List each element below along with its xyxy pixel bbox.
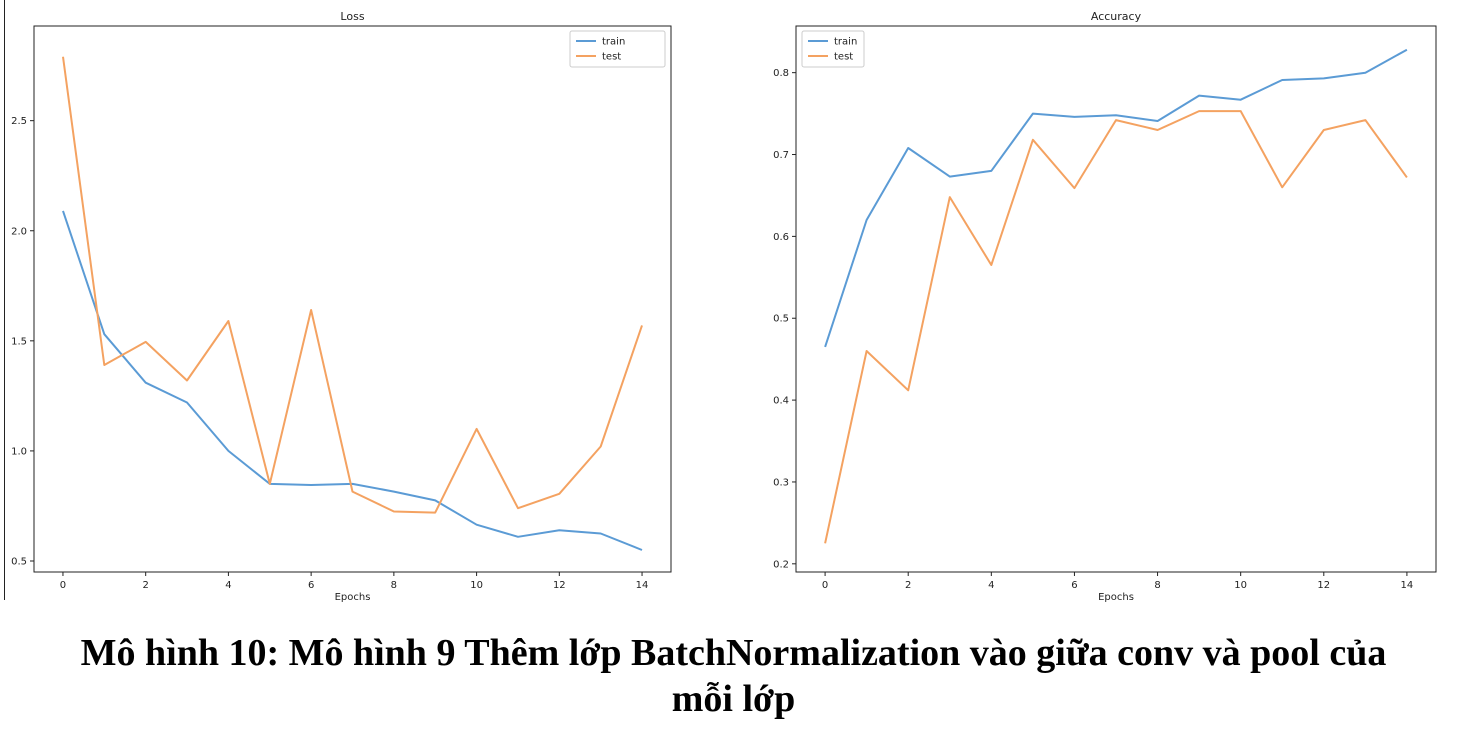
- x-axis-label: Epochs: [1098, 592, 1134, 603]
- series-line-train: [824, 48, 1408, 348]
- y-tick-label: 2.5: [11, 116, 27, 127]
- series-line-test: [62, 56, 643, 514]
- loss-chart: Loss 0 2 4 6 8 10 12 14 0.5 1.0 1.5 2.0 2.5 Epochs trai…: [11, 10, 672, 603]
- legend: train test: [801, 30, 865, 68]
- figure-caption: Mô hình 10: Mô hình 9 Thêm lớp BatchNorm…: [0, 630, 1467, 722]
- x-tick-label: 12: [1317, 580, 1330, 591]
- x-tick-label: 12: [553, 580, 566, 591]
- legend-label-train: train: [602, 37, 625, 48]
- x-tick-label: 6: [1071, 580, 1077, 591]
- caption-line-2: mỗi lớp: [671, 678, 796, 720]
- legend-label-test: test: [602, 52, 621, 63]
- series-line-test: [824, 110, 1408, 544]
- y-tick-label: 0.8: [773, 68, 789, 79]
- x-tick-label: 6: [308, 580, 314, 591]
- x-tick-label: 14: [636, 580, 649, 591]
- y-tick-label: 0.3: [773, 477, 789, 488]
- x-tick-label: 2: [142, 580, 148, 591]
- left-border-line: [4, 0, 5, 600]
- x-tick-label: 10: [470, 580, 483, 591]
- y-tick-label: 0.7: [773, 150, 789, 161]
- x-tick-label: 4: [225, 580, 231, 591]
- y-tick-label: 0.6: [773, 232, 789, 243]
- accuracy-chart: Accuracy 0 2 4 6 8 10 12 14 0.2 0.3 0.4 0.5 0.6 0.7 0.8…: [773, 10, 1437, 603]
- caption-line-1: Mô hình 10: Mô hình 9 Thêm lớp BatchNorm…: [80, 632, 1387, 674]
- x-tick-label: 4: [988, 580, 994, 591]
- plot-frame: [795, 25, 1437, 573]
- series-line-train: [62, 210, 643, 551]
- x-tick-label: 8: [391, 580, 397, 591]
- x-tick-label: 0: [822, 580, 828, 591]
- plot-frame: [33, 25, 672, 573]
- legend: train test: [569, 30, 666, 68]
- x-axis-label: Epochs: [335, 592, 371, 603]
- y-tick-label: 0.2: [773, 559, 789, 570]
- chart-title: Accuracy: [1091, 10, 1142, 23]
- y-tick-label: 1.5: [11, 336, 27, 347]
- y-tick-label: 1.0: [11, 446, 27, 457]
- y-tick-label: 2.0: [11, 226, 27, 237]
- x-tick-label: 2: [905, 580, 911, 591]
- x-tick-label: 10: [1234, 580, 1247, 591]
- legend-label-test: test: [834, 52, 853, 63]
- chart-title: Loss: [340, 10, 364, 23]
- x-tick-label: 0: [60, 580, 66, 591]
- y-tick-label: 0.5: [773, 314, 789, 325]
- x-tick-label: 14: [1401, 580, 1414, 591]
- legend-label-train: train: [834, 37, 857, 48]
- y-tick-label: 0.4: [773, 396, 789, 407]
- x-tick-label: 8: [1154, 580, 1160, 591]
- y-tick-label: 0.5: [11, 556, 27, 567]
